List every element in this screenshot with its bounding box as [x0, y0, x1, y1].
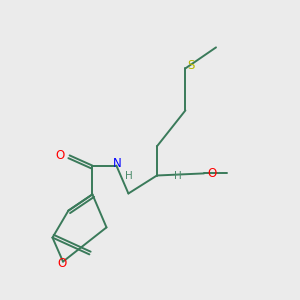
Text: methyl: methyl — [218, 172, 223, 173]
Text: H: H — [124, 171, 132, 181]
Text: S: S — [187, 59, 194, 72]
Text: O: O — [207, 167, 216, 180]
Text: O: O — [57, 256, 66, 270]
Text: H: H — [174, 171, 182, 182]
Text: O: O — [55, 149, 64, 162]
Text: N: N — [113, 157, 122, 170]
